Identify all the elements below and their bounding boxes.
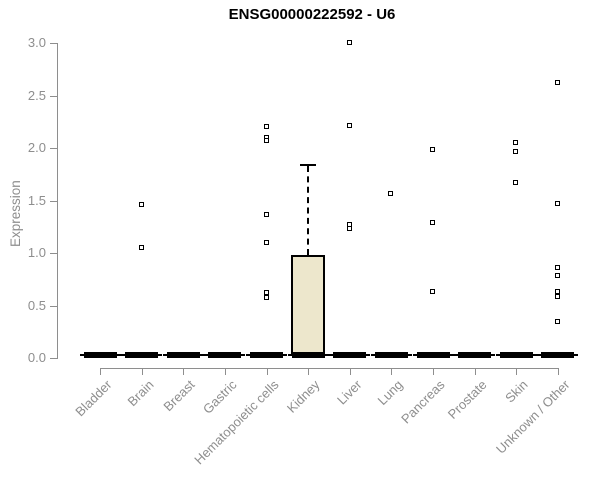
outlier-point xyxy=(263,124,269,129)
median-bar xyxy=(250,351,284,358)
outlier-point xyxy=(513,149,519,155)
median-bar xyxy=(166,351,200,358)
median-bar xyxy=(416,351,450,358)
median-bar xyxy=(499,351,533,358)
y-tick-label: 0.5 xyxy=(27,297,46,313)
outlier-point xyxy=(263,212,269,218)
x-tick xyxy=(391,368,393,375)
median-bar xyxy=(83,351,117,358)
median-bar xyxy=(125,351,159,358)
x-tick xyxy=(183,368,185,375)
outlier-point xyxy=(346,122,352,128)
outlier-point xyxy=(138,244,144,250)
x-tick xyxy=(433,368,435,375)
outlier-point xyxy=(138,201,144,207)
x-tick xyxy=(224,368,226,375)
y-tick-label: 0.0 xyxy=(27,350,46,365)
chart-title: ENSG00000222592 - U6 xyxy=(228,6,396,23)
outlier-point xyxy=(346,40,352,45)
median-bar xyxy=(541,351,575,358)
y-tick xyxy=(50,43,57,44)
outlier-point xyxy=(554,200,560,206)
y-tick xyxy=(50,358,57,359)
y-tick-label: 1.5 xyxy=(27,192,46,208)
y-tick-label: 2.5 xyxy=(27,87,46,103)
x-tick xyxy=(141,368,143,375)
median-bar xyxy=(291,351,325,358)
upper-whisker-cap xyxy=(300,163,317,166)
y-tick-label: 3.0 xyxy=(27,35,46,50)
outlier-point xyxy=(346,225,352,231)
median-bar xyxy=(458,351,492,358)
y-axis-line xyxy=(57,43,58,359)
y-tick-label: 1.0 xyxy=(27,245,46,260)
outlier-point xyxy=(430,147,436,153)
outlier-point xyxy=(388,191,394,197)
outlier-point xyxy=(554,294,560,300)
outlier-point xyxy=(554,319,560,325)
outlier-point xyxy=(263,295,269,301)
x-tick xyxy=(516,368,518,375)
x-tick xyxy=(308,368,310,375)
y-tick xyxy=(50,200,57,202)
y-tick xyxy=(50,148,57,149)
x-axis-line xyxy=(100,368,559,369)
median-bar xyxy=(208,351,242,358)
median-bar xyxy=(333,351,367,358)
y-tick-label: 2.0 xyxy=(27,140,46,155)
upper-whisker-line xyxy=(307,165,310,256)
outlier-point xyxy=(554,264,560,270)
y-tick xyxy=(50,253,57,254)
outlier-point xyxy=(430,219,436,225)
median-bar xyxy=(374,351,408,358)
y-tick xyxy=(50,95,57,97)
x-tick xyxy=(557,368,559,375)
x-tick xyxy=(474,368,476,375)
outlier-point xyxy=(263,137,269,143)
y-tick xyxy=(50,305,57,307)
outlier-point xyxy=(554,79,560,85)
outlier-point xyxy=(263,239,269,245)
outlier-point xyxy=(513,179,519,185)
outlier-point xyxy=(513,139,519,145)
x-tick xyxy=(349,368,351,375)
kidney-box xyxy=(291,255,326,356)
x-tick xyxy=(266,368,268,375)
outlier-point xyxy=(554,288,560,294)
x-tick xyxy=(100,368,101,375)
y-axis-label: Expression xyxy=(8,180,23,247)
outlier-point xyxy=(554,273,560,279)
outlier-point xyxy=(430,288,436,294)
outlier-point xyxy=(263,289,269,295)
